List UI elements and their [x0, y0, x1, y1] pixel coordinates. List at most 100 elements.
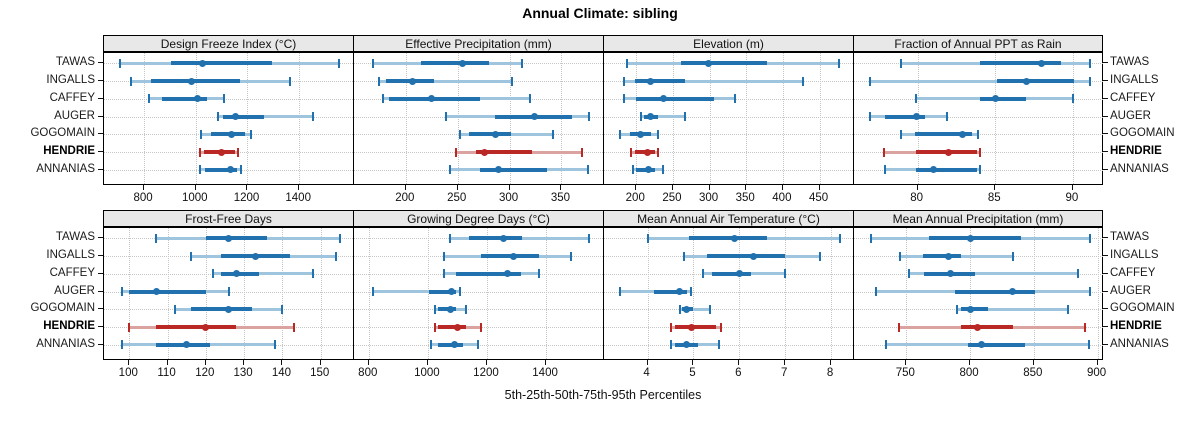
gridline-vertical	[819, 53, 821, 184]
whisker-box-tawas	[688, 236, 767, 241]
gridline-horizontal	[854, 116, 1103, 118]
axis-tick-label: 800	[358, 367, 378, 379]
gridline-vertical	[205, 228, 207, 359]
whisker-cap-low-hendrie	[669, 322, 672, 332]
axis-tick	[367, 360, 369, 365]
axis-tick-label: 110	[157, 367, 176, 379]
whisker-cap-high-ingalls	[818, 251, 821, 261]
whisker-box-auger	[129, 289, 206, 294]
axis-tick-left	[98, 237, 103, 239]
panel-strip-effective-precipitation-mm: Effective Precipitation (mm)	[353, 35, 604, 52]
whisker-box-caffey	[636, 96, 714, 101]
panel-strip-label: Fraction of Annual PPT as Rain	[894, 36, 1062, 51]
row-label-right-gogomain: GOGOMAIN	[1110, 302, 1175, 315]
whisker-cap-high-auger	[1088, 287, 1091, 297]
whisker-cap-low-caffey	[907, 269, 910, 279]
whisker-box-tawas	[680, 61, 767, 66]
whisker-cap-low-ingalls	[683, 251, 686, 261]
whisker-outer-caffey	[213, 272, 314, 276]
axis-tick	[635, 185, 637, 190]
row-label-right-ingalls: INGALLS	[1110, 249, 1159, 262]
whisker-cap-high-auger	[459, 287, 462, 297]
whisker-cap-high-hendrie	[292, 322, 295, 332]
gridline-horizontal	[604, 327, 853, 329]
axis-tick	[994, 185, 996, 190]
row-label-left-hendrie: HENDRIE	[43, 145, 95, 158]
whisker-box-gogomain	[211, 132, 245, 137]
axis-tick-right	[1103, 168, 1108, 170]
median-dot-ingalls	[647, 77, 655, 85]
whisker-cap-high-gogomain	[708, 304, 711, 314]
gridline-horizontal	[604, 291, 853, 293]
whisker-cap-low-tawas	[646, 233, 649, 243]
whisker-cap-low-auger	[639, 112, 642, 122]
row-label-right-auger: AUGER	[1110, 109, 1151, 122]
axis-tick-label: 400	[772, 192, 792, 204]
panel-growing-degree-days-c	[353, 227, 604, 360]
axis-tick	[784, 360, 786, 365]
whisker-cap-high-ingalls	[1012, 251, 1015, 261]
whisker-cap-high-caffey	[1077, 269, 1080, 279]
median-dot-gogomain	[491, 130, 499, 138]
median-dot-annanias	[450, 341, 458, 349]
row-label-right-gogomain: GOGOMAIN	[1110, 127, 1175, 140]
axis-tick-label: 100	[118, 367, 138, 379]
axis-tick-label: 1000	[414, 367, 440, 379]
axis-tick-left	[98, 326, 103, 328]
whisker-cap-low-tawas	[449, 233, 452, 243]
axis-tick	[560, 185, 562, 190]
gridline-vertical	[427, 228, 429, 359]
gridline-horizontal	[604, 134, 853, 136]
whisker-cap-high-auger	[312, 112, 315, 122]
median-dot-annanias	[978, 341, 986, 349]
gridline-vertical	[546, 228, 548, 359]
median-dot-ingalls	[944, 252, 952, 260]
whisker-cap-low-annanias	[429, 340, 432, 350]
whisker-outer-ingalls	[869, 79, 1090, 83]
panel-frost-free-days	[103, 227, 354, 360]
median-dot-ingalls	[1022, 77, 1030, 85]
whisker-cap-low-hendrie	[882, 147, 885, 157]
row-label-right-hendrie: HENDRIE	[1110, 320, 1162, 333]
gridline-vertical	[282, 228, 284, 359]
whisker-cap-low-tawas	[371, 58, 374, 68]
whisker-box-annanias	[916, 167, 977, 172]
whisker-cap-high-hendrie	[719, 322, 722, 332]
row-label-left-gogomain: GOGOMAIN	[30, 127, 95, 140]
whisker-cap-high-annanias	[1087, 340, 1090, 350]
whisker-cap-low-gogomain	[899, 129, 902, 139]
axis-tick-left	[98, 62, 103, 64]
axis-tick	[485, 360, 487, 365]
panel-strip-frost-free-days: Frost-Free Days	[103, 210, 354, 227]
axis-tick-label: 800	[959, 367, 979, 379]
whisker-cap-high-caffey	[312, 269, 315, 279]
whisker-cap-high-tawas	[1088, 233, 1091, 243]
whisker-box-annanias	[967, 342, 1025, 347]
row-label-left-caffey: CAFFEY	[49, 91, 95, 104]
axis-tick-label: 200	[625, 192, 645, 204]
axis-tick-label: 6	[735, 367, 742, 379]
median-dot-auger	[647, 113, 655, 121]
axis-tick-label: 8	[826, 367, 834, 379]
panel-fraction-of-annual-ppt-as-rain	[853, 52, 1103, 185]
axis-tick	[781, 185, 783, 190]
axis-tick-label: 900	[1087, 367, 1107, 379]
whisker-box-tawas	[421, 61, 489, 66]
median-dot-tawas	[1038, 59, 1046, 67]
whisker-cap-high-hendrie	[657, 147, 660, 157]
axis-tick-label: 300	[698, 192, 719, 204]
whisker-cap-low-gogomain	[434, 304, 437, 314]
whisker-cap-high-tawas	[839, 233, 842, 243]
whisker-box-ingalls	[150, 79, 240, 84]
axis-tick-left	[98, 115, 103, 117]
whisker-cap-low-ingalls	[443, 251, 446, 261]
axis-tick-label: 450	[808, 192, 829, 204]
whisker-box-ingalls	[481, 254, 539, 259]
whisker-box-auger	[222, 114, 265, 119]
whisker-outer-auger	[217, 115, 314, 119]
whisker-cap-high-tawas	[587, 233, 590, 243]
axis-tick	[745, 185, 747, 190]
whisker-cap-low-caffey	[443, 269, 446, 279]
median-dot-annanias	[494, 166, 502, 174]
median-dot-annanias	[683, 341, 691, 349]
